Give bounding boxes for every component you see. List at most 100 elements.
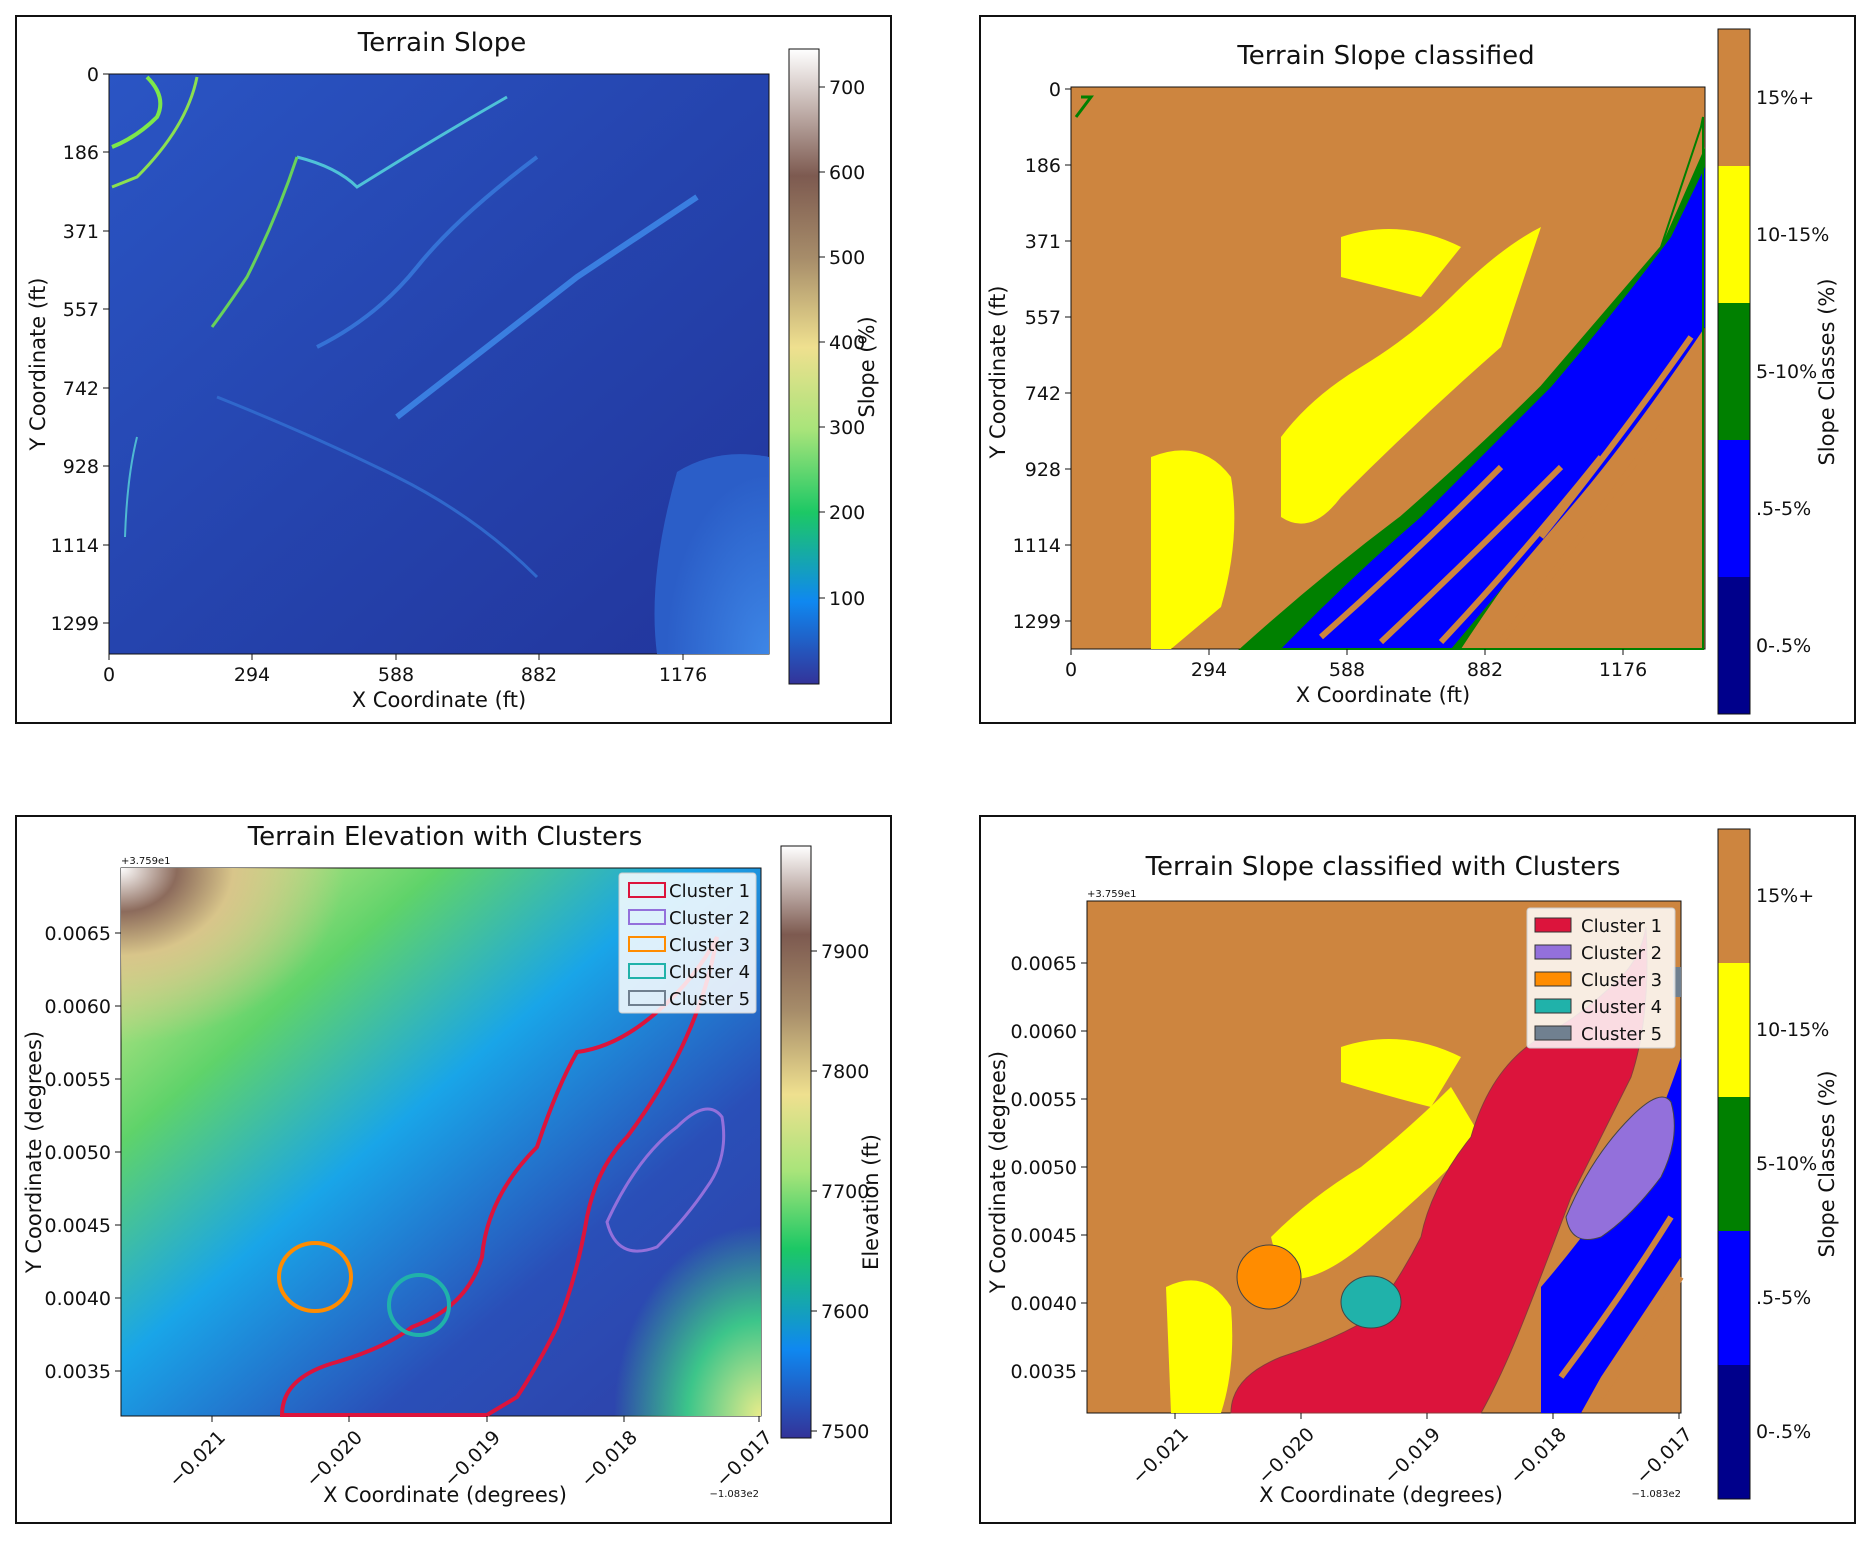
chart-terrain-slope-classified: Terrain Slope classified 0 294 588 882 1… bbox=[986, 28, 1839, 715]
x-offset-label: −1.083e2 bbox=[1631, 1489, 1681, 1500]
colorbar-tick-label: 300 bbox=[829, 417, 865, 439]
y-tick-label: 1114 bbox=[1013, 535, 1061, 557]
colorbar-tick-label: 500 bbox=[829, 247, 865, 269]
x-tick-label: 588 bbox=[1329, 659, 1365, 681]
y-tick-label: 0 bbox=[87, 64, 99, 86]
colorbar-class-label: 0-.5% bbox=[1756, 1421, 1811, 1443]
colorbar-class-label: 10-15% bbox=[1756, 1019, 1829, 1041]
y-axis-label: Y Coordinate (degrees) bbox=[22, 1031, 46, 1274]
legend-swatch-cluster-2 bbox=[1534, 944, 1572, 960]
legend-label: Cluster 1 bbox=[669, 881, 750, 902]
x-tick-label: 294 bbox=[1191, 659, 1227, 681]
x-tick-label: −0.019 bbox=[440, 1426, 505, 1491]
colorbar-label: Elevation (ft) bbox=[859, 1134, 883, 1270]
y-offset-label: +3.759e1 bbox=[1087, 889, 1137, 900]
chart-title: Terrain Elevation with Clusters bbox=[247, 822, 643, 852]
cluster-5-region bbox=[1673, 967, 1681, 997]
colorbar-label: Slope Classes (%) bbox=[1815, 1070, 1839, 1257]
cluster-2-outline bbox=[605, 1107, 726, 1253]
y-tick-label: 186 bbox=[63, 142, 99, 164]
y-tick-label: 0.0050 bbox=[45, 1142, 111, 1164]
chart-title: Terrain Slope classified with Clusters bbox=[1145, 852, 1621, 882]
panel-terrain-slope-classified-clusters: Terrain Slope classified with Clusters +… bbox=[979, 815, 1856, 1524]
x-tick-label: 882 bbox=[1467, 659, 1503, 681]
legend-label: Cluster 3 bbox=[1581, 970, 1662, 991]
x-tick-label: −0.020 bbox=[1254, 1423, 1319, 1488]
colorbar-class-swatch bbox=[1718, 577, 1750, 714]
slope-ridge-line bbox=[111, 75, 163, 149]
y-axis-label: Y Coordinate (degrees) bbox=[986, 1051, 1010, 1294]
y-tick-label: 742 bbox=[1025, 383, 1061, 405]
y-tick-label: 0.0065 bbox=[45, 923, 111, 945]
colorbar: 700 600 500 400 300 200 100 Slope (%) bbox=[788, 48, 879, 685]
colorbar-tick-label: 700 bbox=[829, 77, 865, 99]
x-axis: 0 294 588 882 1176 X Coordinate (ft) bbox=[1065, 649, 1647, 707]
y-axis: 0 186 371 557 742 928 1114 1299 Y Coordi… bbox=[26, 64, 109, 635]
colorbar-class-label: 15%+ bbox=[1756, 885, 1814, 907]
x-tick-label: −0.019 bbox=[1380, 1423, 1445, 1488]
y-tick-label: 0.0040 bbox=[45, 1288, 111, 1310]
colorbar-class-label: 15%+ bbox=[1756, 87, 1814, 109]
colorbar-frame bbox=[1717, 828, 1751, 1500]
x-axis-label: X Coordinate (ft) bbox=[352, 688, 527, 712]
class-region-15-plus-band bbox=[1319, 335, 1694, 645]
elevation-corner-region bbox=[577, 1177, 761, 1416]
class-region-15-plus-band bbox=[1558, 1215, 1684, 1399]
colorbar-class-swatch bbox=[1718, 303, 1750, 440]
chart-terrain-slope: Terrain Slope 0 294 588 882 1176 X Coord… bbox=[26, 28, 879, 712]
class-region-10-15 bbox=[1341, 229, 1461, 297]
legend-swatch-cluster-3 bbox=[1534, 971, 1572, 987]
colorbar-class-label: 5-10% bbox=[1756, 361, 1817, 383]
colorbar-class-label: .5-5% bbox=[1756, 1287, 1811, 1309]
x-tick-label: −0.018 bbox=[577, 1426, 642, 1491]
x-axis: −0.021 −0.020 −0.019 −0.018 −0.017 −1.08… bbox=[165, 1416, 777, 1507]
y-tick-label: 0.0060 bbox=[1011, 1021, 1077, 1043]
colorbar-gradient bbox=[780, 845, 812, 1439]
colorbar-tick-label: 7800 bbox=[821, 1061, 869, 1083]
class-region-10-15 bbox=[1281, 227, 1541, 524]
y-tick-label: 0.0055 bbox=[1011, 1089, 1077, 1111]
slope-ridge-line bbox=[124, 436, 138, 538]
legend-label: Cluster 5 bbox=[1581, 1024, 1662, 1045]
x-axis-label: X Coordinate (degrees) bbox=[323, 1483, 567, 1507]
colorbar-tick-label: 7900 bbox=[821, 941, 869, 963]
legend-label: Cluster 4 bbox=[669, 962, 750, 983]
colorbar-tick-label: 200 bbox=[829, 502, 865, 524]
colorbar-class-label: .5-5% bbox=[1756, 498, 1811, 520]
x-tick-label: −0.017 bbox=[712, 1426, 777, 1491]
class-region-boundary bbox=[1238, 116, 1704, 650]
legend-swatch-cluster-5 bbox=[628, 990, 666, 1006]
y-tick-label: 0.0045 bbox=[1011, 1225, 1077, 1247]
slope-ridge-line bbox=[111, 76, 199, 189]
colorbar-class-swatch bbox=[1718, 1231, 1750, 1365]
y-tick-label: 0.0065 bbox=[1011, 953, 1077, 975]
panel-terrain-slope-classified: Terrain Slope classified 0 294 588 882 1… bbox=[979, 15, 1856, 724]
cluster-4-outline bbox=[387, 1273, 451, 1337]
x-tick-label: −0.017 bbox=[1632, 1423, 1697, 1488]
x-tick-label: −0.018 bbox=[1506, 1423, 1571, 1488]
y-tick-label: 928 bbox=[63, 456, 99, 478]
x-tick-label: 588 bbox=[378, 664, 414, 686]
x-axis-label: X Coordinate (degrees) bbox=[1259, 1483, 1503, 1507]
y-tick-label: 0.0055 bbox=[45, 1069, 111, 1091]
colorbar-gradient bbox=[788, 48, 820, 685]
class-region-5-10 bbox=[1074, 95, 1094, 118]
class-colorbar: 15%+ 10-15% 5-10% .5-5% 0-.5% Slope Clas… bbox=[1717, 28, 1839, 715]
x-axis: 0 294 588 882 1176 X Coordinate (ft) bbox=[103, 654, 707, 712]
x-tick-label: −0.021 bbox=[1128, 1423, 1193, 1488]
slope-bright-region bbox=[654, 454, 769, 654]
legend-swatch-cluster-4 bbox=[628, 963, 666, 979]
colorbar-class-swatch bbox=[1718, 1365, 1750, 1499]
legend-swatch-cluster-1 bbox=[628, 882, 666, 898]
colorbar-tick-label: 7600 bbox=[821, 1301, 869, 1323]
cluster-2-region bbox=[1565, 1096, 1675, 1240]
x-tick-label: −0.020 bbox=[302, 1426, 367, 1491]
colorbar-label: Slope Classes (%) bbox=[1815, 278, 1839, 465]
y-axis: 0.0065 0.0060 0.0055 0.0050 0.0045 0.004… bbox=[986, 953, 1087, 1383]
x-tick-label: 1176 bbox=[659, 664, 707, 686]
y-tick-label: 742 bbox=[63, 378, 99, 400]
chart-title: Terrain Slope classified bbox=[1236, 41, 1534, 71]
colorbar-class-swatch bbox=[1718, 29, 1750, 166]
y-tick-label: 557 bbox=[63, 299, 99, 321]
y-tick-label: 371 bbox=[63, 221, 99, 243]
